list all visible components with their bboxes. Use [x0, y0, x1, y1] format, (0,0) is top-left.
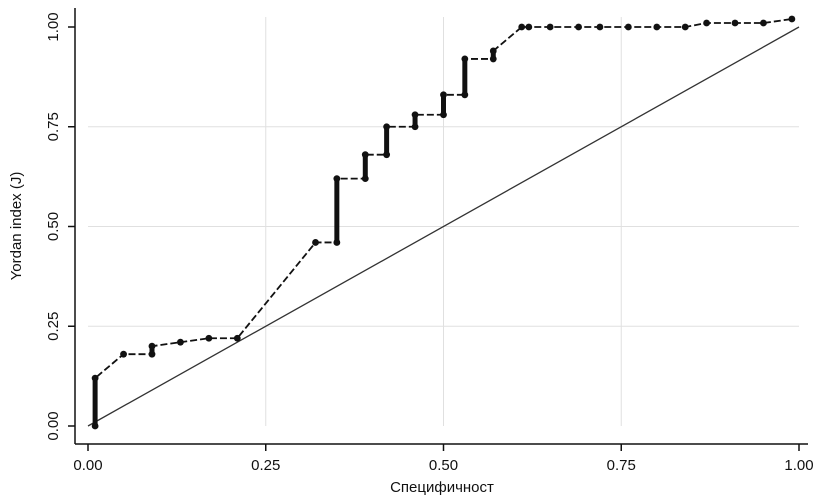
roc-point — [383, 123, 391, 131]
roc-point — [681, 23, 689, 31]
x-tick-label: 0.25 — [251, 457, 280, 474]
roc-point — [760, 19, 767, 27]
y-tick-label: 1.00 — [45, 12, 62, 41]
roc-point — [91, 422, 99, 430]
y-tick-label: 0.00 — [45, 411, 62, 440]
roc-point — [440, 111, 447, 119]
roc-point — [148, 342, 156, 350]
roc-point — [489, 47, 497, 55]
x-tick-label: 0.00 — [73, 457, 102, 474]
x-ticks: 0.00 0.25 0.50 0.75 1.00 — [73, 444, 814, 474]
roc-point — [653, 23, 661, 31]
roc-point — [461, 91, 469, 99]
roc-point — [361, 151, 369, 159]
grid — [88, 17, 799, 426]
roc-point — [333, 175, 341, 183]
roc-point — [383, 151, 391, 159]
x-tick-label: 1.00 — [784, 457, 813, 474]
roc-point — [596, 23, 604, 31]
roc-point — [575, 23, 582, 31]
roc-point — [333, 239, 341, 246]
roc-point — [525, 23, 533, 31]
roc-point — [205, 334, 213, 342]
roc-point — [411, 111, 419, 119]
roc-point — [518, 23, 526, 31]
y-tick-label: 0.75 — [45, 112, 62, 141]
reference-diagonal-line — [87, 26, 800, 427]
roc-point — [361, 175, 369, 183]
roc-point — [91, 374, 99, 382]
y-axis-title: Yordan index (J) — [8, 172, 25, 281]
series-layer — [87, 15, 800, 430]
roc-point — [461, 55, 469, 63]
roc-point — [120, 350, 127, 358]
y-ticks: 0.00 0.25 0.50 0.75 1.00 — [45, 12, 75, 441]
x-tick-label: 0.75 — [607, 457, 636, 474]
roc-point — [312, 239, 319, 246]
roc-point — [411, 123, 419, 131]
roc-point — [489, 55, 497, 63]
roc-point — [233, 334, 241, 342]
x-tick-label: 0.50 — [429, 457, 458, 474]
y-tick-label: 0.25 — [45, 312, 62, 341]
x-axis-title: Специфичност — [390, 479, 494, 496]
roc-point — [440, 91, 447, 99]
roc-point — [703, 19, 710, 27]
roc-point — [624, 23, 632, 31]
roc-point — [788, 15, 796, 23]
roc-point — [731, 19, 739, 27]
roc-point — [148, 350, 156, 358]
roc-point — [546, 23, 554, 31]
y-tick-label: 0.50 — [45, 212, 62, 241]
roc-point — [177, 338, 184, 346]
